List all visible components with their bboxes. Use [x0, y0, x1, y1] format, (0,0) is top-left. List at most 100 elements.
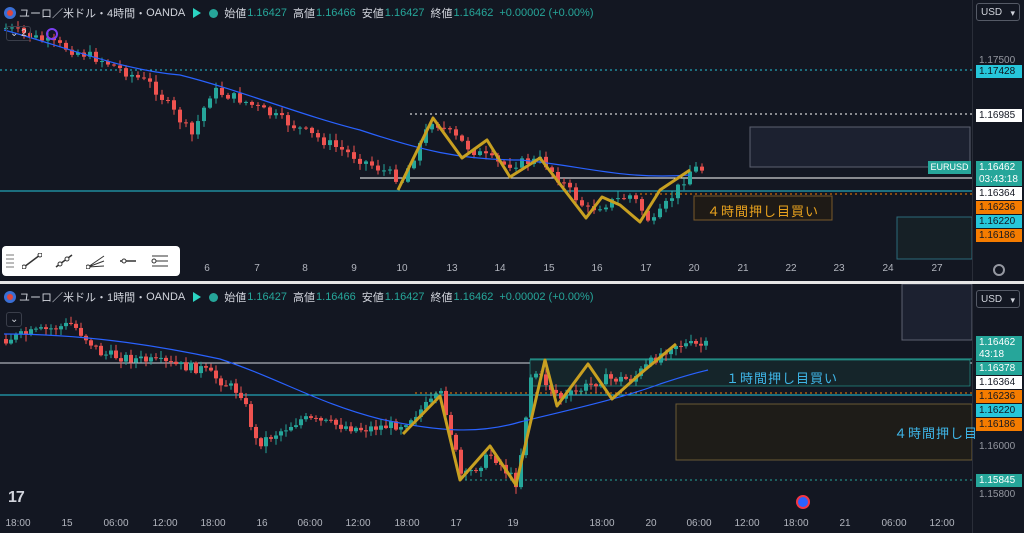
candle	[329, 419, 333, 421]
candle	[14, 334, 18, 340]
economic-event-icon[interactable]	[796, 495, 810, 509]
ray-line-icon[interactable]	[50, 249, 78, 273]
price-tag-line[interactable]: 1.16378	[976, 362, 1022, 375]
currency-select[interactable]: USD	[976, 290, 1020, 309]
pane-separator[interactable]	[0, 281, 1024, 284]
candle	[274, 435, 278, 439]
close-label: 終値	[430, 292, 453, 304]
zone-label-1h[interactable]: １時間押し目買い	[726, 371, 839, 386]
time-axis-1h[interactable]: 18:00 15 06:00 12:00 18:00 16 06:00 12:00 18:00 1…	[0, 514, 972, 533]
parallel-channel-icon[interactable]	[146, 249, 174, 273]
chart-pane-1h[interactable]: ユーロ／米ドル ・ 1時間 ・ OANDA 始値 1.16427 高値 1.1646…	[0, 284, 1024, 533]
candle	[280, 113, 284, 116]
price-tag-line[interactable]: 1.16236	[976, 201, 1022, 214]
legend-sep: ・	[96, 292, 107, 304]
chart-pane-4h[interactable]: ユーロ／米ドル ・ 4時間 ・ OANDA 始値 1.16427 高値 1.1646…	[0, 0, 1024, 281]
candle	[704, 340, 708, 346]
drag-handle[interactable]	[6, 254, 14, 268]
zone-label-4h[interactable]: ４時間押し目	[894, 426, 979, 441]
candle	[34, 35, 38, 38]
time-tick: 9	[351, 263, 357, 274]
time-axis-4h[interactable]: 6 7 8 9 10 13 14 15 16 17 20 21 22 23 24 27	[0, 259, 972, 279]
candle	[559, 393, 563, 399]
change-value: +0.00002 (+0.00%)	[499, 291, 594, 303]
candle	[314, 417, 318, 419]
candle	[219, 378, 223, 386]
candle	[454, 434, 458, 450]
chart-canvas-4h[interactable]	[0, 0, 1024, 281]
candle	[178, 109, 182, 123]
flag-marker-icon[interactable]	[193, 8, 202, 18]
candle	[364, 430, 368, 432]
candle	[352, 152, 356, 159]
symbol-name[interactable]: ユーロ／米ドル	[19, 8, 96, 20]
time-tick: 21	[737, 263, 749, 274]
candle	[354, 427, 358, 432]
candle	[574, 390, 578, 392]
zone-box	[693, 195, 833, 221]
candle	[502, 161, 506, 165]
candle	[550, 167, 554, 172]
time-tick: 6	[204, 263, 210, 274]
price-tag-line[interactable]: 1.16220	[976, 404, 1022, 417]
candle	[172, 100, 176, 110]
zone-label-4h[interactable]: ４時間押し目買い	[707, 204, 820, 219]
candle	[370, 161, 374, 166]
last-price-tag: 1.16462	[976, 336, 1022, 349]
candle	[286, 115, 290, 126]
candle	[160, 94, 164, 100]
candle	[259, 438, 263, 447]
settings-gear-icon[interactable]	[993, 264, 1005, 276]
candle	[679, 345, 683, 347]
price-tag-line[interactable]: 1.16236	[976, 390, 1022, 403]
candle	[670, 198, 674, 201]
high-value: 1.16466	[316, 7, 356, 19]
candle	[264, 437, 268, 447]
candle	[106, 61, 110, 65]
chart-canvas-1h[interactable]	[0, 284, 1024, 533]
candle	[134, 358, 138, 363]
candle	[689, 341, 693, 344]
time-tick: 20	[645, 518, 657, 529]
candle	[520, 158, 524, 168]
tradingview-logo-icon[interactable]: 17	[8, 489, 25, 506]
ticker-tag: EURUSD	[928, 161, 971, 174]
open-value: 1.16427	[247, 291, 288, 303]
candle	[279, 431, 283, 436]
indicator-toggle[interactable]: ⌄	[6, 312, 23, 327]
time-tick: 12:00	[152, 518, 178, 529]
fib-fan-icon[interactable]	[82, 249, 110, 273]
flag-marker-icon[interactable]	[193, 292, 202, 302]
symbol-name[interactable]: ユーロ／米ドル	[19, 292, 96, 304]
candle	[9, 339, 13, 344]
candle	[676, 184, 680, 199]
price-tag-line[interactable]: 1.16364	[976, 376, 1022, 389]
candle	[169, 361, 173, 363]
price-tag-line[interactable]: 1.17428	[976, 65, 1022, 78]
candle	[139, 356, 143, 359]
currency-select[interactable]: USD	[976, 3, 1020, 22]
price-tag-line[interactable]: 1.16186	[976, 418, 1022, 431]
drawing-toolbar[interactable]	[2, 246, 180, 276]
candle	[609, 374, 613, 379]
time-tick: 21	[839, 518, 851, 529]
candle	[564, 394, 568, 399]
candle	[119, 358, 123, 362]
time-tick: 17	[450, 518, 462, 529]
price-tag-line[interactable]: 1.15845	[976, 474, 1022, 487]
interval-label[interactable]: 1時間	[107, 292, 136, 304]
candle	[244, 398, 248, 405]
interval-label[interactable]: 4時間	[107, 8, 136, 20]
price-tag-line[interactable]: 1.16186	[976, 229, 1022, 242]
candle	[444, 390, 448, 416]
candle	[466, 140, 470, 150]
price-tag-line[interactable]: 1.16364	[976, 187, 1022, 200]
price-tag-line[interactable]: 1.16985	[976, 109, 1022, 122]
candle	[374, 426, 378, 430]
trend-line-icon[interactable]	[18, 249, 46, 273]
horizontal-ray-icon[interactable]	[114, 249, 142, 273]
price-tag-line[interactable]: 1.16220	[976, 215, 1022, 228]
candle	[209, 367, 213, 371]
indicator-toggle[interactable]: ⌄ 2	[6, 26, 31, 41]
candle	[319, 418, 323, 421]
